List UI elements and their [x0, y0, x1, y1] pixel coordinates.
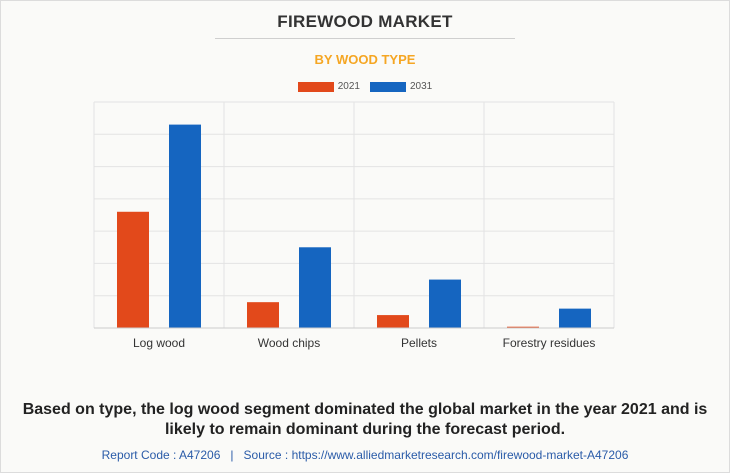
bar-2031-wood-chips	[299, 247, 331, 328]
bar-chart: Log wood Wood chips Pellets Forestry residu…	[93, 101, 615, 350]
title-divider	[215, 38, 515, 39]
bar-2031-forestry-residues	[559, 308, 591, 328]
legend-label-2021: 2021	[337, 81, 360, 92]
bar-2031-pellets	[429, 279, 461, 328]
bar-2031-log-wood	[169, 124, 201, 328]
legend-swatch-2021	[297, 81, 334, 92]
chart-caption: Based on type, the log wood segment domi…	[22, 401, 708, 438]
chart-subtitle: BY WOOD TYPE	[314, 52, 416, 67]
legend-label-2031: 2031	[410, 81, 433, 92]
bar-2021-log-wood	[117, 211, 149, 328]
chart-title: FIREWOOD MARKET	[277, 12, 453, 31]
footer-separator: |	[230, 448, 234, 462]
bar-2021-pellets	[377, 315, 409, 328]
report-code: Report Code : A47206	[101, 448, 221, 462]
x-tick-label: Wood chips	[258, 336, 320, 350]
footer: Report Code : A47206 | Source : https://…	[1, 448, 729, 462]
legend-swatch-2031	[370, 81, 406, 92]
x-tick-label: Pellets	[401, 336, 437, 350]
legend-item-2031[interactable]: 2031	[370, 81, 432, 92]
source-link[interactable]: Source : https://www.alliedmarketresearc…	[243, 448, 629, 462]
legend-item-2021[interactable]: 2021	[297, 81, 360, 92]
chart-legend: 2021 2031	[1, 81, 729, 92]
x-tick-label: Forestry residues	[503, 336, 596, 350]
bar-2021-wood-chips	[247, 302, 279, 328]
x-tick-label: Log wood	[133, 336, 185, 350]
bar-2021-forestry-residues	[507, 326, 539, 328]
